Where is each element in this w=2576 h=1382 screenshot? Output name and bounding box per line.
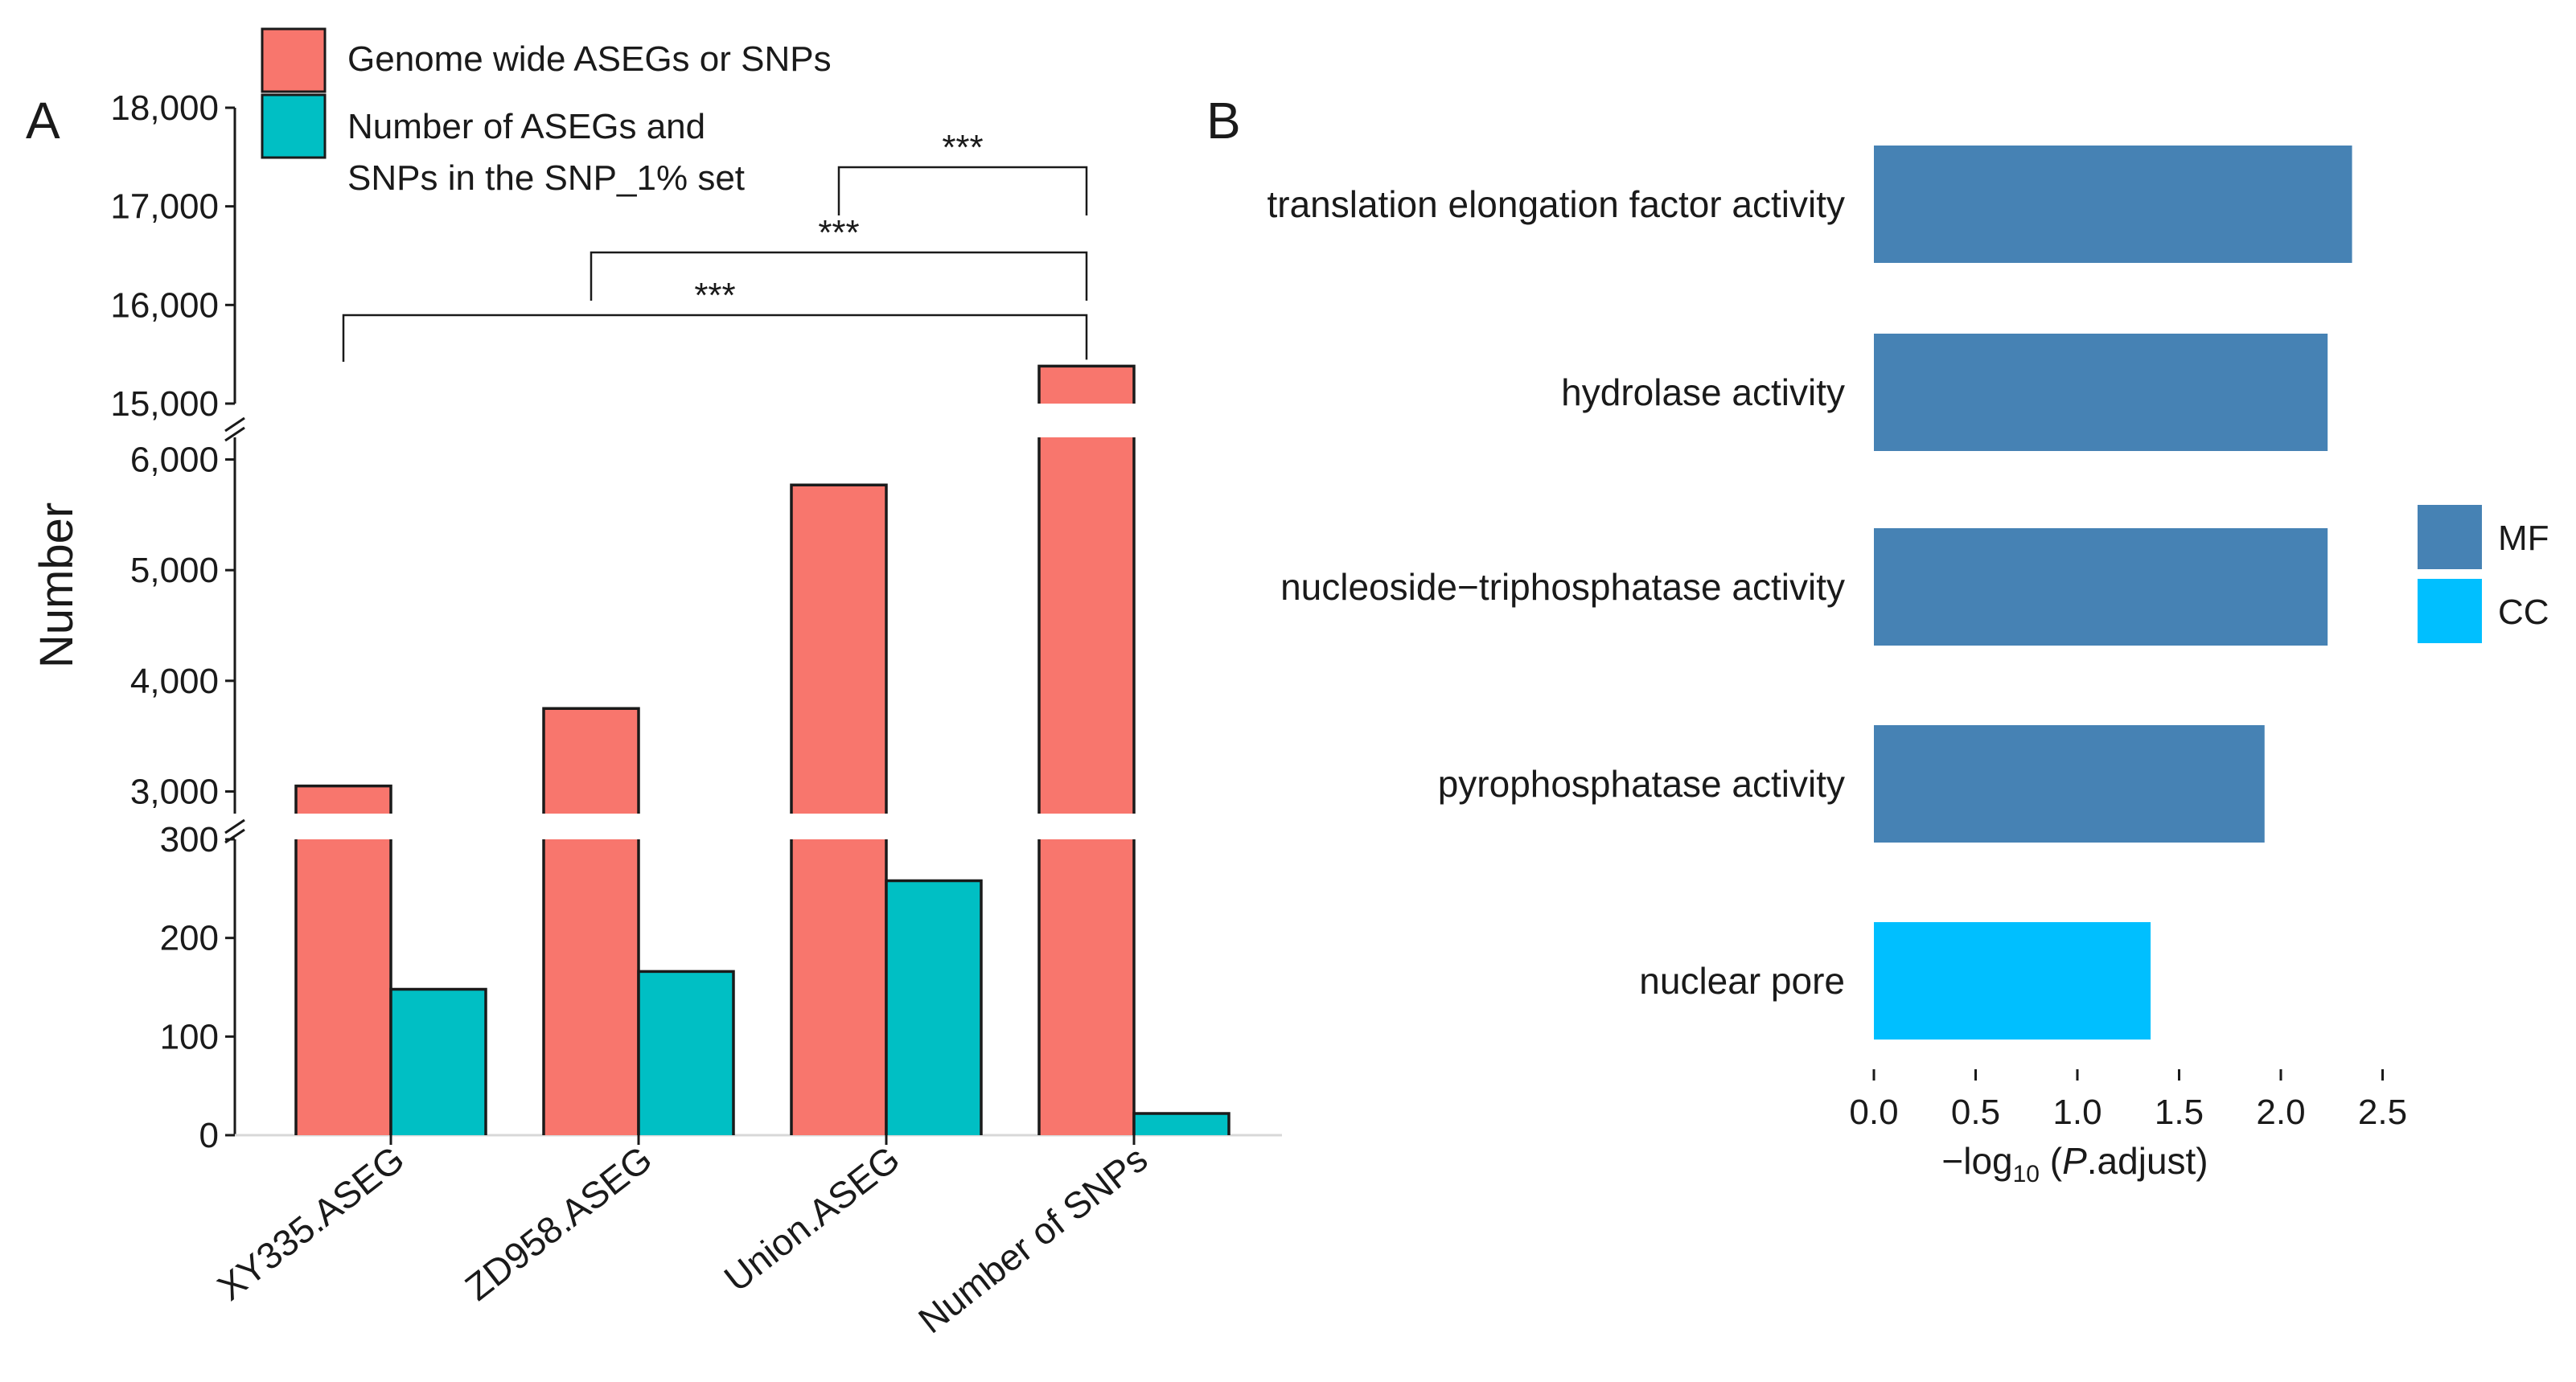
bar-genome-0-outline [294,784,392,814]
bar-genome-3-outline [1037,437,1136,814]
bar-genome-0-fill [296,839,391,1135]
go-bar-3 [1874,725,2265,843]
legend-label-snp-set-line2: SNPs in the SNP_1% set [347,158,745,198]
x-tick-label-b: 2.5 [2358,1093,2407,1132]
y-tick-label: 100 [160,1017,219,1056]
x-tick-label-b: 2.0 [2256,1093,2305,1132]
bar-genome-3-outline [1037,839,1136,1135]
bar-genome-1-fill [544,839,639,1135]
go-term-label: nuclear pore [1639,960,1845,1002]
x-axis-title-b: −log10 (P.adjust) [1941,1140,2208,1187]
bar-genome-3-fill [1039,839,1134,1135]
y-tick-label: 200 [160,919,219,958]
x-tick-label-b: 1.0 [2052,1093,2101,1132]
bar-genome-2-fill [791,839,886,1135]
go-bar-0 [1874,146,2352,263]
panel-letter-a: A [26,92,60,150]
bar-snpset-1-fill [639,971,733,1135]
y-tick-label: 300 [160,820,219,859]
x-category-label: Number of SNPs [910,1138,1155,1341]
bar-genome-3-fill [1039,437,1134,814]
x-tick-label-b: 0.5 [1951,1093,2000,1132]
bar-snpset-0-fill [391,989,486,1135]
bar-snpset-2-fill [886,880,981,1135]
significance-bracket [837,166,1088,215]
x-tick-label-b: 1.5 [2155,1093,2204,1132]
bar-snpset-0-outline [389,987,487,1135]
legend-swatch-genome [261,27,327,93]
panel-letter-b: B [1206,92,1241,150]
go-term-label: translation elongation factor activity [1267,183,1845,225]
panel-b-plot: translation elongation factor activity hy… [1267,146,2407,1132]
legend-label-cc: CC [2498,593,2549,632]
significance-label: *** [694,276,735,315]
legend-label-genome: Genome wide ASEGs or SNPs [347,39,832,79]
y-tick-label: 18,000 [110,88,219,128]
y-tick-label: 15,000 [110,384,219,424]
legend-swatch-cc [2418,579,2482,643]
bar-genome-3-fill [1039,366,1134,404]
go-bar-4 [1874,922,2151,1040]
bar-genome-2-fill [791,485,886,814]
bar-snpset-1-outline [637,970,735,1135]
panel-a-plot: 0 100 200 300 3,000 4,000 5,000 6,000 15,000 16,0… [110,88,1282,1341]
legend-label-mf: MF [2498,519,2549,558]
bar-genome-3-outline [1037,364,1136,404]
legend-b: MF CC [2418,505,2549,643]
axis-break-mark [224,818,245,835]
bar-snpset-3-fill [1134,1113,1229,1135]
significance-bracket [342,314,1088,362]
bar-snpset-2-outline [885,879,983,1135]
legend-swatch-mf [2418,505,2482,569]
legend-label-snp-set-line1: Number of ASEGs and [347,107,705,146]
go-term-label: nucleoside−triphosphatase activity [1280,566,1845,608]
legend-a: Genome wide ASEGs or SNPs Number of ASEG… [261,27,832,198]
x-tick-label-b: 0.0 [1849,1093,1898,1132]
go-bar-2 [1874,528,2328,646]
significance-bracket [590,251,1088,301]
y-tick-label: 16,000 [110,285,219,325]
y-tick-label: 3,000 [130,772,219,811]
bar-genome-2-outline [790,483,888,814]
bar-genome-1-outline [542,707,640,814]
y-tick-label: 0 [199,1116,219,1155]
legend-swatch-snp-set [261,93,327,159]
go-term-label: hydrolase activity [1561,371,1845,413]
significance-label: *** [942,128,983,167]
y-tick-label: 17,000 [110,187,219,227]
bar-snpset-3-outline [1132,1112,1230,1135]
axis-break-mark [224,416,245,433]
axis-break-mark [224,426,245,442]
y-tick-label: 4,000 [130,662,219,701]
x-category-label: XY335.ASEG [210,1138,413,1309]
bar-genome-1-fill [544,708,639,814]
axis-break-mark [224,828,245,844]
x-category-label: Union.ASEG [717,1138,908,1300]
go-term-label: pyrophosphatase activity [1438,763,1845,805]
significance-label: *** [818,213,859,252]
bar-genome-0-fill [296,785,391,814]
y-tick-label: 6,000 [130,441,219,480]
y-tick-label: 5,000 [130,551,219,590]
go-bar-1 [1874,334,2328,451]
y-axis-title: Number [31,502,83,668]
x-category-label: ZD958.ASEG [458,1138,660,1309]
